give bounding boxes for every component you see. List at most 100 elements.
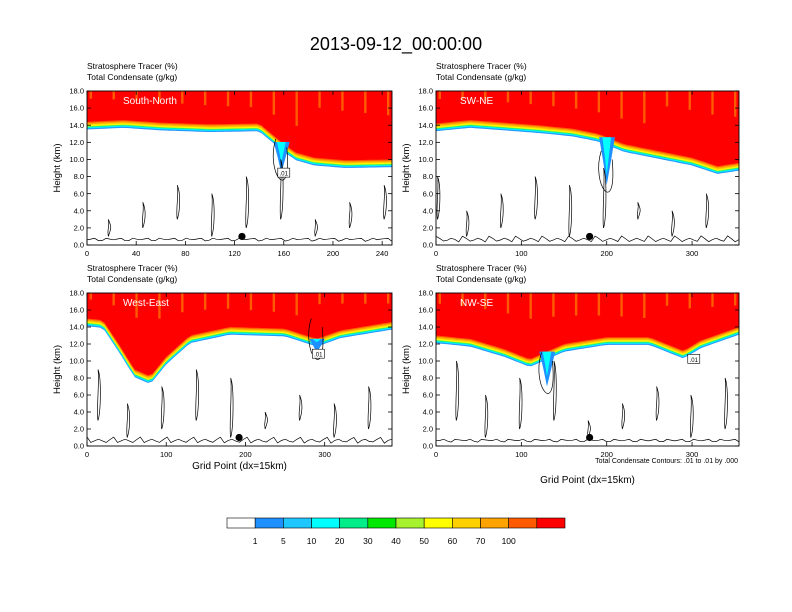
contour-label-box	[687, 353, 701, 364]
tracer-streak	[703, 293, 707, 313]
x-tick-label: 200	[600, 249, 613, 258]
tracer-streak	[529, 91, 532, 105]
tracer-streak	[135, 91, 138, 101]
y-tick-label: 14.0	[418, 323, 433, 332]
y-tick-label: 2.0	[74, 425, 84, 434]
tracer-streak	[173, 293, 176, 321]
condensate-contour	[314, 219, 318, 237]
condensate-contour	[107, 219, 112, 237]
tracer-streak	[310, 91, 314, 115]
x-tick-label: 100	[160, 450, 173, 459]
terrain-contour	[87, 436, 392, 444]
tracer-streak	[726, 91, 729, 125]
tracer-streak	[386, 91, 390, 116]
tracer-field	[87, 91, 392, 242]
y-tick-label: 4.0	[74, 206, 84, 215]
tracer-streak	[325, 293, 329, 314]
y-tick-label: 0.0	[423, 442, 433, 451]
tracer-streak	[506, 293, 510, 314]
condensate-contour	[568, 184, 573, 237]
y-tick-label: 2.0	[423, 425, 433, 434]
tracer-streak	[135, 293, 138, 318]
tracer-streak	[287, 91, 291, 110]
tracer-streak	[280, 293, 283, 309]
tracer-streak	[188, 293, 192, 306]
tracer-streak	[120, 293, 123, 323]
colorbar-swatch	[480, 517, 509, 529]
tracer-streak	[453, 293, 457, 311]
panel-label: West-East	[123, 298, 169, 309]
y-tick-label: 16.0	[418, 306, 433, 315]
tracer-streak	[219, 91, 222, 110]
footnote: Total Condensate Contours: .01 to .01 by…	[595, 458, 738, 465]
x-tick-label: 100	[515, 450, 528, 459]
tracer-streak	[491, 91, 495, 109]
colorbar-label: 100	[502, 536, 516, 546]
x-axis-label: Grid Point (dx=15km)	[540, 475, 635, 486]
tracer-streak	[514, 91, 517, 100]
condensate-contour	[176, 184, 181, 220]
tracer-streak	[703, 91, 707, 122]
plot-frame	[435, 90, 740, 246]
tracer-streak	[379, 293, 382, 308]
tracer-streak	[438, 91, 441, 100]
condensate-contour	[210, 193, 215, 237]
tracer-streak	[219, 293, 222, 314]
condensate-contour	[553, 360, 557, 421]
tracer-streak	[150, 293, 154, 331]
tracer-streak	[242, 91, 245, 100]
y-tick-label: 18.0	[69, 87, 84, 96]
condensate-contour	[689, 394, 694, 438]
y-tick-label: 0.0	[74, 442, 84, 451]
y-tick-label: 12.0	[418, 340, 433, 349]
tracer-streak	[112, 91, 115, 100]
y-tick-label: 6.0	[74, 391, 84, 400]
tracer-streak	[567, 293, 570, 322]
tracer-streak	[242, 293, 245, 302]
tracer-streak	[658, 91, 661, 113]
y-tick-label: 18.0	[69, 289, 84, 298]
tracer-streak	[499, 293, 502, 319]
tracer-streak	[734, 293, 737, 306]
tracer-streak	[718, 293, 722, 316]
colorbar-swatch	[254, 517, 284, 529]
y-tick-label: 8.0	[423, 374, 433, 383]
contour-label-box	[312, 348, 325, 359]
tracer-top-band	[436, 91, 739, 101]
tracer-streak	[196, 91, 199, 109]
tracer-streak	[165, 293, 169, 309]
condensate-contour	[724, 377, 728, 430]
x-tick-label: 200	[327, 249, 340, 258]
tracer-streak	[142, 91, 146, 109]
condensate-contour-fold	[598, 150, 614, 193]
y-axis-label: Height (km)	[52, 143, 63, 192]
tracer-streak	[295, 91, 298, 126]
tracer-streak	[680, 91, 684, 117]
tracer-streak	[318, 293, 321, 305]
x-tick-label: 0	[85, 249, 89, 258]
y-tick-label: 6.0	[423, 189, 433, 198]
colorbar-label: 1	[253, 536, 258, 546]
colorbar-swatch	[311, 517, 340, 529]
condensate-contour	[499, 193, 504, 228]
condensate-contour	[484, 394, 489, 438]
y-tick-label: 12.0	[69, 138, 84, 147]
condensate-contour	[705, 193, 710, 228]
tracer-streak	[325, 91, 329, 125]
plot-frame	[86, 292, 393, 447]
tracer-streak	[234, 293, 237, 306]
tracer-streak	[521, 91, 525, 108]
condensate-contour	[141, 202, 146, 228]
tracer-streak	[438, 293, 441, 304]
tracer-streak	[112, 293, 115, 306]
tracer-streak	[711, 293, 714, 307]
tracer-streak	[476, 293, 479, 314]
tracer-band-0	[436, 91, 739, 167]
y-tick-label: 4.0	[423, 206, 433, 215]
condensate-contour	[195, 369, 199, 421]
condensate-contour	[587, 420, 591, 438]
tracer-streak	[453, 91, 457, 103]
tracer-streak	[673, 91, 676, 123]
tracer-streak	[643, 91, 646, 124]
tracer-streak	[567, 91, 570, 113]
